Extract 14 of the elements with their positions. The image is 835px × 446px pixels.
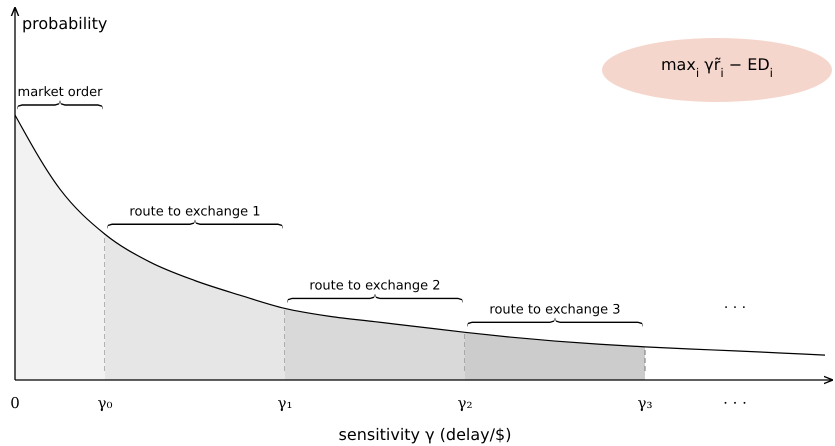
x-axis-title: sensitivity γ (delay/$) (338, 425, 512, 444)
text: probability (22, 14, 108, 33)
x-tick-label: γ₃ (638, 394, 652, 412)
x-tick-label: γ₂ (458, 394, 472, 412)
x-tick-label: γ₀ (98, 394, 112, 412)
x-tick-label: · · · (723, 394, 747, 412)
x-tick-label: γ₁ (278, 394, 292, 412)
band-label: route to exchange 1 (129, 204, 261, 220)
band-label: market order (18, 85, 104, 100)
band-label: route to exchange 3 (489, 302, 621, 318)
x-tick-label: 0 (10, 394, 20, 412)
band-label: route to exchange 2 (309, 278, 441, 294)
annotation: · · · (724, 300, 746, 316)
text: max$_{i}$ γr̃$_{i}$ − ED$_{i}$ (660, 55, 774, 80)
